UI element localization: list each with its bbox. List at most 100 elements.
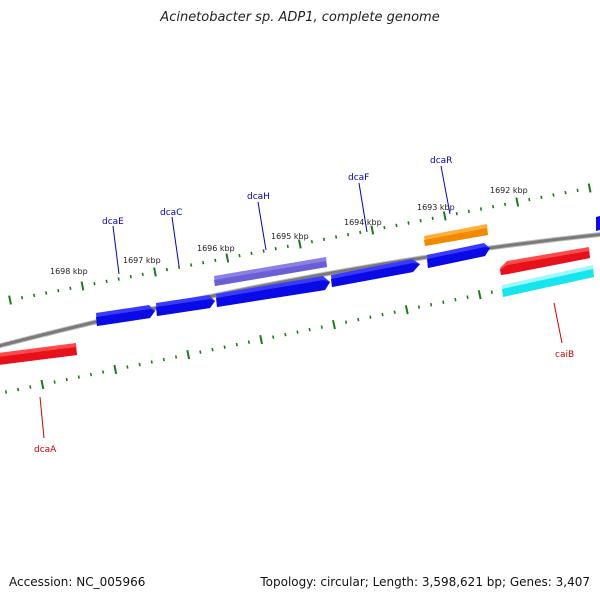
gene-dcaH[interactable] (214, 257, 327, 286)
major-tick (80, 281, 85, 291)
gene-dcaE[interactable] (96, 305, 155, 326)
scale-label: 1697 kbp (123, 256, 161, 265)
minor-tick (223, 345, 226, 349)
minor-tick (238, 253, 241, 258)
minor-tick (407, 221, 410, 225)
minor-tick (540, 195, 543, 200)
gene-label-dcaH: dcaH (247, 192, 270, 202)
minor-tick (211, 347, 214, 352)
minor-tick (359, 230, 362, 235)
minor-tick (126, 365, 129, 369)
scale-label: 1696 kbp (197, 244, 235, 253)
minor-tick (129, 274, 132, 279)
minor-tick (53, 380, 56, 384)
minor-tick (141, 272, 144, 277)
minor-tick (162, 357, 165, 362)
leader-line-dcaF (358, 182, 368, 233)
minor-tick (431, 216, 434, 221)
minor-tick (347, 232, 350, 237)
minor-tick (430, 302, 433, 307)
gene-label-dcaR: dcaR (430, 156, 452, 166)
major-tick (153, 267, 157, 277)
minor-tick (395, 223, 398, 228)
major-tick (40, 379, 45, 390)
minor-tick (467, 209, 470, 214)
scale-label: 1692 kbp (490, 186, 528, 195)
minor-tick (202, 260, 205, 265)
minor-tick (308, 327, 311, 332)
gene-caiB[interactable] (500, 247, 590, 275)
minor-tick (479, 207, 483, 211)
leader-line-dcaC (171, 216, 180, 267)
minor-tick (199, 350, 202, 354)
genome-summary-text: Topology: circular; Length: 3,598,621 bp… (260, 575, 590, 589)
map-title: Acinetobacter sp. ADP1, complete genome (160, 10, 440, 25)
major-tick (332, 319, 336, 330)
gene-label-dcaC: dcaC (160, 208, 182, 218)
major-tick (259, 334, 263, 345)
gene-label-dcaA: dcaA (34, 445, 57, 455)
major-tick (298, 239, 302, 249)
major-tick (8, 295, 12, 305)
scale-label: 1694 kbp (344, 218, 382, 227)
minor-tick (417, 305, 421, 309)
minor-tick (454, 297, 457, 302)
leader-line-dcaA (39, 396, 45, 439)
minor-tick (296, 330, 299, 334)
scale-label: 1695 kbp (271, 232, 309, 241)
genome-backbone-core (0, 233, 600, 348)
gene-dcaC[interactable] (156, 295, 215, 316)
major-tick (225, 253, 230, 263)
minor-tick (117, 277, 120, 281)
minor-tick (45, 291, 48, 295)
gene-dcaR[interactable] (424, 224, 488, 246)
minor-tick (357, 317, 360, 322)
leader-line-dcaE (112, 225, 120, 275)
minor-tick (284, 332, 287, 337)
minor-tick (504, 202, 507, 207)
minor-tick (345, 320, 348, 324)
minor-tick (33, 293, 36, 298)
minor-tick (21, 295, 24, 300)
minor-tick (138, 362, 141, 367)
gene-dcaF[interactable] (331, 259, 420, 287)
minor-tick (93, 281, 96, 286)
minor-tick (190, 263, 193, 267)
minor-tick (576, 188, 579, 193)
leader-line-caiB (553, 302, 563, 344)
minor-tick (564, 190, 567, 195)
scale-label: 1698 kbp (50, 267, 88, 276)
minor-tick (102, 370, 105, 374)
minor-tick (383, 225, 386, 230)
minor-tick (552, 193, 555, 197)
gene-blue-5[interactable] (427, 243, 490, 268)
minor-tick (274, 246, 277, 251)
minor-tick (369, 315, 372, 319)
minor-tick (250, 251, 253, 256)
minor-tick (77, 375, 80, 379)
minor-tick (455, 211, 458, 216)
leader-line-dcaH (257, 201, 267, 251)
gene-cyan[interactable] (502, 265, 594, 297)
minor-tick (419, 218, 422, 223)
major-tick (515, 197, 520, 207)
gene-label-dcaF: dcaF (348, 173, 369, 183)
major-tick (442, 211, 447, 221)
outer-tick-ring (8, 183, 592, 305)
minor-tick (57, 288, 60, 293)
minor-tick (65, 377, 68, 382)
gene-dcaA[interactable] (0, 343, 77, 365)
major-tick (404, 305, 409, 315)
gene-label-caiB: caiB (555, 350, 574, 360)
minor-tick (320, 325, 323, 329)
major-tick (370, 225, 375, 235)
minor-tick (286, 244, 289, 249)
gene-blue-edge[interactable] (596, 215, 600, 231)
gene-dcaH-lower[interactable] (216, 276, 330, 307)
minor-tick (174, 355, 178, 359)
minor-tick (310, 239, 313, 244)
minor-tick (492, 204, 495, 209)
scale-label: 1693 kbp (417, 203, 455, 212)
accession-text: Accession: NC_005966 (9, 575, 146, 589)
minor-tick (89, 372, 93, 377)
